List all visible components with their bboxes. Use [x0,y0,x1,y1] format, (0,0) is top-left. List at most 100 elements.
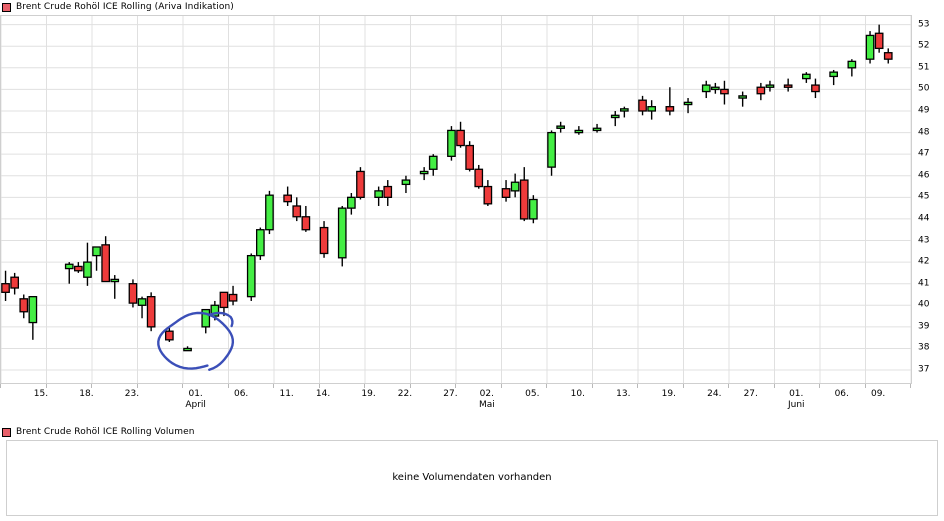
ellipse-annotation [157,311,235,371]
candlestick [683,98,693,114]
candlestick [428,154,438,176]
candlestick [701,80,711,99]
price-legend-label: Brent Crude Rohöl ICE Rolling (Ariva Ind… [16,2,234,12]
candlestick [738,91,748,107]
candlestick [711,82,720,94]
candlestick [1,270,10,301]
candlestick [665,87,675,116]
candlestick [292,197,302,222]
candlestick [510,173,520,198]
candlestick [19,294,29,319]
y-axis-tick-label: 45 [918,191,930,202]
chart-gridlines [1,16,911,383]
candlestick [883,48,893,64]
candlestick [10,272,19,295]
x-axis-month-label: Juni [787,400,805,410]
candlestick [246,253,256,301]
candlestick [547,130,556,176]
x-axis-tick-mark [546,384,547,388]
y-axis-tick-label: 41 [918,278,930,289]
candlestick [574,126,584,135]
candlestick [28,295,38,340]
x-axis-tick-label: 06. [834,389,849,399]
candlestick [483,180,493,206]
x-axis-tick-label: 10. [570,389,586,399]
candlestick [101,236,110,283]
candlestick [346,193,356,215]
y-axis-tick-label: 46 [918,170,930,181]
candlestick [265,190,274,235]
candlestick [474,164,484,189]
y-axis-tick-label: 39 [918,321,930,332]
y-axis-tick-label: 37 [918,364,930,375]
candlestick [64,262,74,284]
x-axis-month-label: April [185,400,206,410]
y-axis-tick-label: 47 [918,148,930,159]
x-axis-tick-label: 01. [188,389,203,399]
y-axis-tick-label: 40 [918,299,930,310]
candlestick [529,195,538,224]
candlestick [865,31,875,64]
y-axis-tick-label: 49 [918,105,930,116]
candlestick [228,285,238,306]
y-axis-tick-label: 44 [918,213,930,224]
y-axis-tick-label: 38 [918,342,930,353]
date-x-axis: 15. 18. 23. 01. April 06. 11. 14. 19. 22. 27. 02. Ma… [0,384,912,422]
x-axis-tick-label: 06. [233,389,249,399]
price-legend-swatch [2,3,11,12]
volume-chart-panel: keine Volumendaten vorhanden [6,440,938,516]
candlestick [556,121,566,133]
x-axis-tick-mark [91,384,92,388]
candlestick [765,80,775,92]
candlestick [802,72,811,83]
candlestick [610,110,620,127]
candlestick [183,346,192,352]
x-axis-tick-label: 24. [707,389,722,399]
volume-empty-message: keine Volumendaten vorhanden [392,472,552,483]
x-axis-tick-label: 14. [315,389,331,399]
x-axis-tick-mark [45,384,47,388]
candlestick [356,167,365,200]
volume-legend-label: Brent Crude Rohöl ICE Rolling Volumen [16,427,195,437]
x-axis-tick-label: 19. [361,389,376,399]
candlestick [638,95,647,116]
candlestick [146,292,156,332]
candlestick-series [1,24,893,352]
candlestick [811,78,820,99]
candlestick [720,80,729,105]
y-axis-tick-label: 48 [918,127,930,138]
x-axis-tick-mark [773,384,775,388]
candlestick [847,59,857,77]
candlestick [647,100,657,120]
x-axis-tick-label: 22. [397,389,413,399]
x-axis-tick-label: 27. [743,389,758,399]
y-axis-tick-label: 43 [918,235,930,246]
candlestick [283,186,293,206]
candlestick [592,123,602,133]
candlestick [829,69,839,86]
candlestick [83,242,92,286]
candlestick [92,246,101,271]
x-axis-tick-mark [227,384,229,388]
candlestick [874,24,884,53]
x-axis-tick-mark [136,384,138,388]
x-axis-tick-label: 13. [616,389,631,399]
x-axis-tick-label: 27. [443,389,458,399]
x-axis-tick-mark [819,384,820,388]
x-axis-tick-label: 19. [661,389,677,399]
x-axis-tick-label: 05. [525,389,540,399]
y-axis-tick-label: 52 [918,40,930,51]
candlestick [255,227,265,260]
candlestick [164,326,174,342]
x-axis-tick-mark [364,384,365,388]
y-axis-tick-label: 50 [918,83,930,94]
candlestick [456,121,465,148]
x-axis-tick-mark [728,384,729,388]
x-axis-tick-label: 18. [79,389,94,399]
x-axis-tick-mark [682,384,684,388]
x-axis-tick-mark [864,384,866,388]
candlestick [110,275,120,299]
candlestick [219,291,229,317]
x-axis-month-label: Mai [478,400,495,410]
